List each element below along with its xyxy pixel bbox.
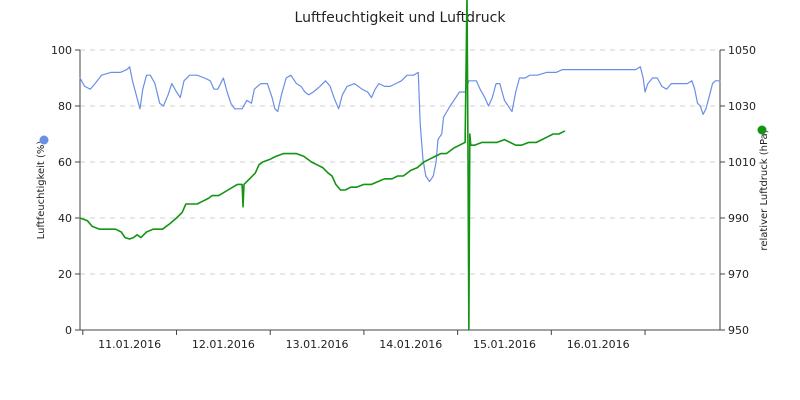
humidity-series-legend-dot <box>39 135 49 145</box>
left-tick-label-100: 100 <box>51 44 72 57</box>
series-line-0 <box>79 66 721 183</box>
axes <box>79 50 721 331</box>
right-ticks: 950 970 990 1010 1030 1050 <box>720 44 756 337</box>
left-tick-label-0: 0 <box>65 324 72 337</box>
y-left-axis-label: Luftfeuchtigkeit (%) <box>36 141 47 240</box>
x-tick-label-1: 12.01.2016 <box>192 338 255 351</box>
left-tick-label-20: 20 <box>58 268 72 281</box>
left-tick-label-40: 40 <box>58 212 72 225</box>
x-tick-label-5: 16.01.2016 <box>567 338 630 351</box>
pressure-series-legend-dot <box>757 125 767 135</box>
right-tick-label-1050: 1050 <box>728 44 756 57</box>
right-tick-label-1010: 1010 <box>728 156 756 169</box>
right-tick-label-990: 990 <box>728 212 749 225</box>
right-tick-label-950: 950 <box>728 324 749 337</box>
grid-lines <box>80 49 720 275</box>
x-tick-label-2: 13.01.2016 <box>286 338 349 351</box>
left-ticks: 0 20 40 60 80 100 <box>51 44 80 337</box>
left-tick-label-60: 60 <box>58 156 72 169</box>
x-tick-label-3: 14.01.2016 <box>379 338 442 351</box>
x-ticks: 11.01.2016 12.01.2016 13.01.2016 14.01.2016… <box>82 330 646 351</box>
x-tick-label-0: 11.01.2016 <box>98 338 161 351</box>
chart-title: Luftfeuchtigkeit und Luftdruck <box>295 10 507 26</box>
y-right-axis-label: relativer Luftdruck (hPa) <box>759 129 770 250</box>
right-tick-label-1030: 1030 <box>728 100 756 113</box>
series-line-1 <box>79 0 566 331</box>
x-tick-label-4: 15.01.2016 <box>473 338 536 351</box>
left-tick-label-80: 80 <box>58 100 72 113</box>
series-lines <box>79 0 721 331</box>
right-tick-label-970: 970 <box>728 268 749 281</box>
